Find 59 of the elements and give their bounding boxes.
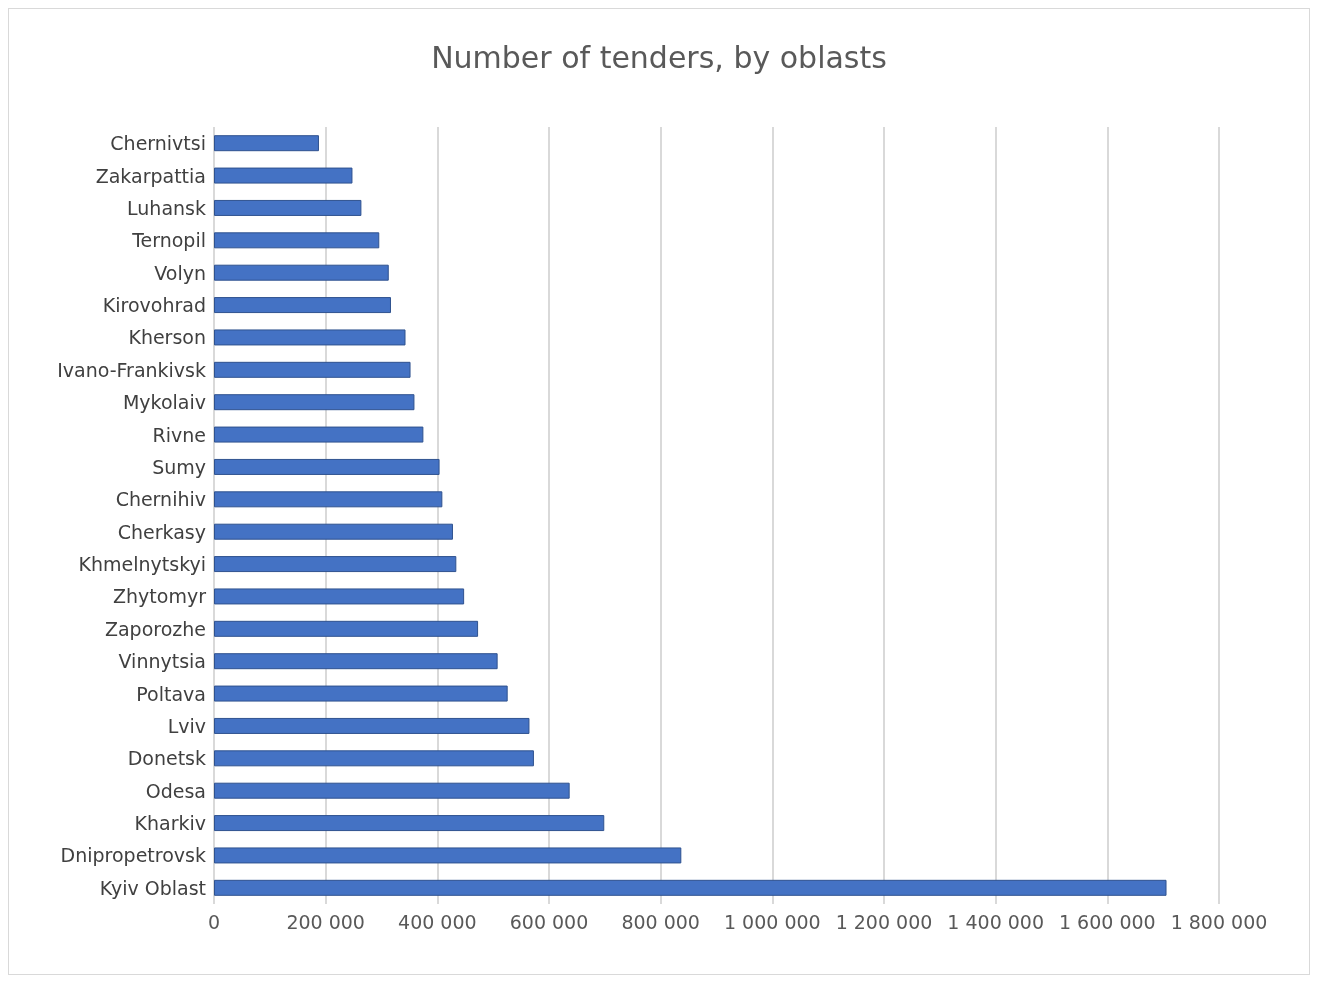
bar <box>214 815 605 832</box>
bar <box>214 135 319 152</box>
y-tick-label: Kirovohrad <box>102 294 206 317</box>
y-tick-label: Luhansk <box>127 196 206 219</box>
bar <box>214 556 457 573</box>
bar <box>214 361 411 378</box>
bar <box>214 588 465 605</box>
y-tick-label: Zaporozhe <box>104 617 206 640</box>
y-tick-label: Ternopil <box>131 229 206 252</box>
bar <box>214 847 682 864</box>
y-tick-label: Zhytomyr <box>113 585 207 608</box>
x-tick-label: 400 000 <box>398 910 477 933</box>
y-tick-label: Kharkiv <box>134 812 206 835</box>
y-tick-label: Donetsk <box>127 747 206 770</box>
bar <box>214 458 440 475</box>
bar <box>214 232 380 249</box>
y-tick-label: Vinnytsia <box>118 650 206 673</box>
x-tick-label: 0 <box>207 910 221 933</box>
bar <box>214 491 443 508</box>
bar <box>214 426 424 443</box>
bar <box>214 620 479 637</box>
y-tick-label: Dnipropetrovsk <box>60 844 206 867</box>
y-tick-label: Volyn <box>154 261 206 284</box>
x-tick-label: 1 000 000 <box>723 910 821 933</box>
bar <box>214 523 453 540</box>
x-tick-label: 1 200 000 <box>835 910 933 933</box>
x-tick-label: 1 800 000 <box>1170 910 1268 933</box>
bar <box>214 653 498 670</box>
x-tick-label: 1 400 000 <box>947 910 1045 933</box>
y-tick-label: Cherkasy <box>117 520 206 543</box>
x-tick-label: 200 000 <box>286 910 365 933</box>
bar <box>214 297 391 314</box>
y-tick-label: Rivne <box>152 423 206 446</box>
bar <box>214 329 406 346</box>
y-tick-label: Poltava <box>136 682 206 705</box>
bar <box>214 199 362 216</box>
y-tick-label: Ivano-Frankivsk <box>57 358 206 381</box>
bar <box>214 167 353 184</box>
y-tick-label: Khmelnytskyi <box>78 553 206 576</box>
y-tick-label: Kherson <box>128 326 206 349</box>
y-tick-label: Lviv <box>167 714 206 737</box>
bar <box>214 717 530 734</box>
bar <box>214 394 415 411</box>
y-tick-label: Chernihiv <box>115 488 206 511</box>
bar <box>214 782 570 799</box>
y-tick-label: Mykolaiv <box>122 391 206 414</box>
bar <box>214 750 534 767</box>
bar <box>214 879 1167 896</box>
y-tick-label: Chernivtsi <box>110 132 206 155</box>
y-tick-label: Kyiv Oblast <box>99 876 206 899</box>
x-tick-label: 600 000 <box>509 910 589 933</box>
chart-title: Number of tenders, by oblasts <box>431 39 887 75</box>
y-tick-label: Odesa <box>145 779 206 802</box>
bar <box>214 264 389 281</box>
x-tick-label: 800 000 <box>621 910 700 933</box>
y-tick-label: Zakarpattia <box>95 164 206 187</box>
x-tick-label: 1 600 000 <box>1058 910 1156 933</box>
y-tick-label: Sumy <box>152 455 206 478</box>
bar <box>214 685 508 702</box>
